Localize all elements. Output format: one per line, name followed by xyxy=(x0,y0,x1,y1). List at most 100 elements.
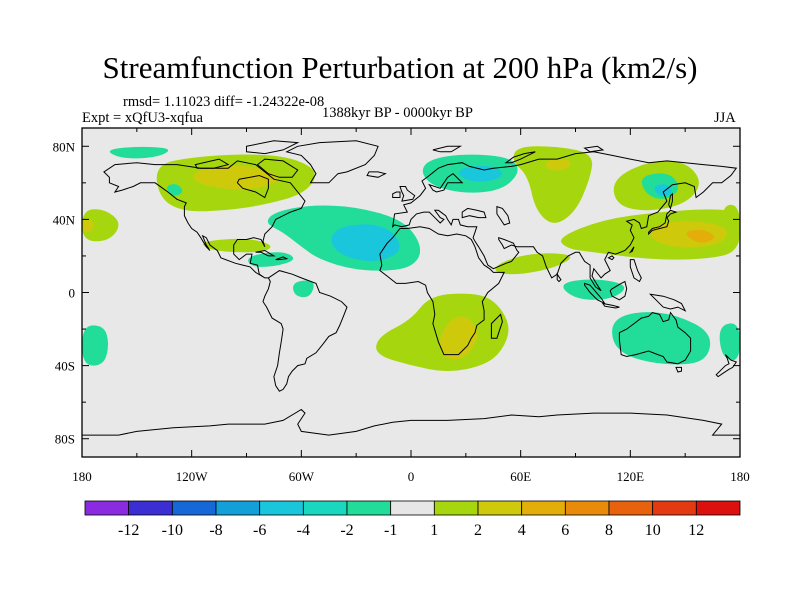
coast-java xyxy=(601,302,620,309)
contour-region-27 xyxy=(612,312,711,365)
experiment-label: Expt = xQfU3-xqfua xyxy=(82,110,203,126)
colorbar-swatch xyxy=(128,500,173,516)
colorbar-label: -12 xyxy=(118,522,139,539)
coast-greenland xyxy=(285,140,379,184)
contour-region-4 xyxy=(109,146,169,159)
contour-region-13 xyxy=(719,323,740,361)
colorbar-label: 10 xyxy=(645,522,661,539)
coast-north-america xyxy=(103,160,306,279)
coast-ireland xyxy=(392,191,401,198)
stats-text: rmsd= 1.11023 diff= -1.24322e-08 xyxy=(123,94,325,110)
contour-region-16 xyxy=(513,146,593,223)
coast-novaya-zemlya xyxy=(504,151,536,164)
contour-region-15 xyxy=(459,165,502,182)
coast-britain xyxy=(399,186,416,202)
lon-tick-label: 0 xyxy=(408,469,415,484)
time-period-label: 1388kyr BP - 0000kyr BP xyxy=(322,105,473,121)
coast-baffin xyxy=(256,158,299,178)
coast-new-zealand xyxy=(715,354,738,378)
coast-antarctica xyxy=(82,408,740,436)
coast-cuba xyxy=(255,249,276,257)
axis-ticks: 180 120W 60W 0 60E 120E 180 80N 40N 0 40S 80S xyxy=(53,128,750,484)
colorbar-label: -4 xyxy=(297,522,310,539)
colorbar-label: 4 xyxy=(518,522,526,539)
coast-taiwan xyxy=(628,246,635,254)
coast-tasmania xyxy=(675,366,682,373)
colorbar-swatch xyxy=(433,500,479,516)
coast-sumatra xyxy=(584,282,607,305)
colorbar-swatch xyxy=(390,500,435,516)
contour-region-9 xyxy=(82,209,119,242)
contour-region-26 xyxy=(439,316,478,360)
coast-japan xyxy=(648,209,678,236)
contour-region-5 xyxy=(166,184,183,196)
coast-black-sea xyxy=(461,207,487,219)
coast-borneo xyxy=(609,280,628,301)
colorbar-swatch xyxy=(171,500,217,516)
lat-tick-label: 80S xyxy=(55,432,75,447)
lon-tick-label: 180 xyxy=(72,469,92,484)
coast-severnaya-zemlya xyxy=(583,145,605,153)
lon-tick-label: 60E xyxy=(510,469,531,484)
coast-iceland xyxy=(366,171,387,178)
contour-fills xyxy=(82,146,740,372)
colorbar-swatch xyxy=(346,500,392,516)
colorbar-swatch xyxy=(521,500,566,516)
contour-region-3 xyxy=(331,224,400,262)
coast-south-america xyxy=(262,270,348,392)
coast-philippines xyxy=(629,259,642,283)
coast-hudson-bay xyxy=(236,174,269,199)
coast-scandinavia-baltic xyxy=(428,173,464,193)
coast-eurasia xyxy=(391,151,738,292)
coast-africa xyxy=(379,226,506,356)
colorbar-swatch xyxy=(259,500,304,516)
coastlines xyxy=(82,140,740,436)
contour-region-1 xyxy=(193,165,279,190)
colorbar-label: 12 xyxy=(688,522,704,539)
colorbar-label: -10 xyxy=(162,522,183,539)
colorbar-label: 8 xyxy=(605,522,613,539)
colorbar-label: -2 xyxy=(340,522,353,539)
colorbar-swatch xyxy=(302,500,348,516)
colorbar-swatch xyxy=(652,500,697,516)
lon-tick-label: 180 xyxy=(730,469,750,484)
plot-title: Streamfunction Perturbation at 200 hPa (… xyxy=(102,50,698,85)
colorbar-label: 1 xyxy=(430,522,438,539)
lon-tick-label: 120E xyxy=(617,469,645,484)
coast-sri-lanka xyxy=(556,272,562,283)
contour-region-8 xyxy=(293,280,314,298)
coast-victoria-island xyxy=(194,158,230,169)
coast-australia xyxy=(618,311,692,365)
contour-region-23 xyxy=(686,229,715,243)
contour-region-17 xyxy=(545,158,571,171)
season-label: JJA xyxy=(714,110,736,126)
lon-tick-label: 60W xyxy=(289,469,315,484)
contour-region-10 xyxy=(82,219,93,233)
lat-tick-label: 80N xyxy=(53,139,76,154)
colorbar-swatch xyxy=(564,500,610,516)
coast-hispaniola xyxy=(275,256,289,261)
contour-region-6 xyxy=(203,238,271,253)
contour-region-25 xyxy=(376,293,509,372)
contour-region-12 xyxy=(82,325,109,366)
lon-tick-label: 120W xyxy=(176,469,209,484)
contour-region-7 xyxy=(248,252,294,267)
coast-caspian xyxy=(496,205,511,226)
lat-tick-label: 40N xyxy=(53,212,76,227)
colorbar-swatch xyxy=(477,500,523,516)
colorbar-swatch xyxy=(215,500,261,516)
contour-region-20 xyxy=(654,184,672,197)
lat-tick-label: 40S xyxy=(55,359,75,374)
colorbar-label: 6 xyxy=(561,522,569,539)
colorbar: -12 -10 -8 -6 -4 -2 -1 1 2 4 6 8 10 12 xyxy=(84,500,741,539)
coast-hainan xyxy=(607,255,615,261)
coast-madagascar xyxy=(490,313,503,339)
map-area xyxy=(81,127,741,458)
coast-svalbard xyxy=(432,145,463,153)
colorbar-label: -6 xyxy=(253,522,266,539)
colorbar-swatch xyxy=(84,500,130,516)
coast-new-guinea xyxy=(648,293,687,312)
colorbar-swatch xyxy=(695,500,741,516)
coast-ellesmere xyxy=(246,140,300,155)
